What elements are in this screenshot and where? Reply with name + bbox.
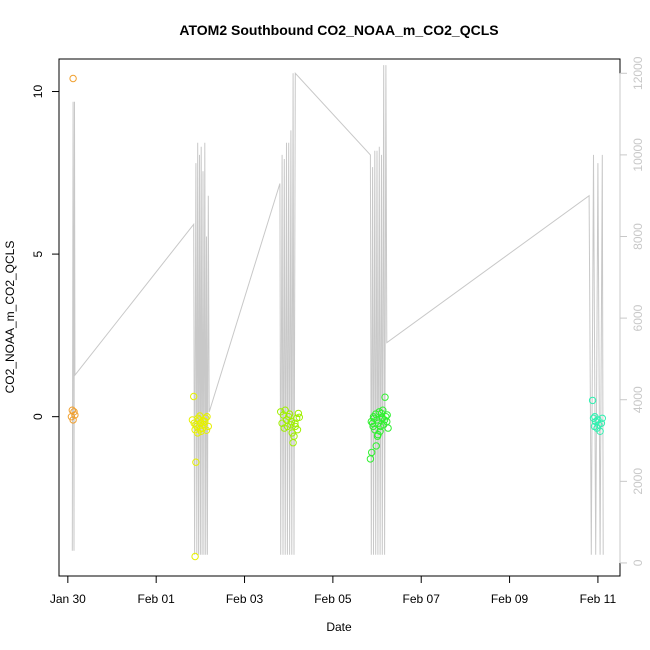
y-axis: 0 5 10 <box>31 85 60 420</box>
data-point <box>588 396 597 405</box>
x-tick-label: Jan 30 <box>50 592 86 606</box>
data-point <box>283 422 292 431</box>
data-point <box>374 419 383 427</box>
y2-tick-label: 0 <box>631 559 645 566</box>
data-point <box>373 432 382 440</box>
y2-tick-label: 2000 <box>631 468 645 495</box>
data-point <box>202 426 211 434</box>
data-point <box>294 409 303 418</box>
data-point <box>291 419 299 427</box>
chart-title: ATOM2 Southbound CO2_NOAA_m_CO2_QCLS <box>179 22 498 38</box>
data-point <box>293 426 302 434</box>
data-points-layer <box>67 74 606 561</box>
data-point <box>295 413 303 421</box>
data-point <box>382 413 390 421</box>
data-point <box>381 393 389 401</box>
data-point <box>378 413 386 421</box>
x-tick-label: Feb 11 <box>580 592 617 606</box>
data-point <box>71 411 79 419</box>
x-tick-label: Feb 05 <box>314 592 352 606</box>
data-point <box>287 421 295 429</box>
data-point <box>196 412 204 420</box>
data-point <box>290 432 298 440</box>
data-point <box>596 427 604 435</box>
data-point <box>285 410 294 418</box>
y2-tick-label: 4000 <box>631 386 645 413</box>
data-point <box>368 448 376 457</box>
data-point <box>190 392 198 401</box>
x-tick-label: Feb 03 <box>226 592 264 606</box>
data-point <box>370 414 378 422</box>
x-tick-label: Feb 09 <box>491 592 529 606</box>
data-point <box>203 413 211 421</box>
data-point <box>597 419 606 427</box>
data-point <box>192 458 200 466</box>
altitude-line-layer <box>71 65 604 555</box>
y-tick-label: 5 <box>31 250 45 257</box>
data-point <box>281 406 289 414</box>
data-point <box>69 74 77 83</box>
plot-area <box>58 58 621 577</box>
data-point <box>366 455 375 463</box>
x-axis-label: Date <box>326 620 352 634</box>
x-tick-label: Feb 01 <box>138 592 176 606</box>
y2-tick-label: 6000 <box>631 304 645 331</box>
data-point <box>190 419 198 427</box>
data-point <box>591 413 599 421</box>
x-tick-label: Feb 07 <box>403 592 441 606</box>
y-axis-label: CO2_NOAA_m_CO2_QCLS <box>3 241 17 394</box>
y2-tick-label: 8000 <box>631 223 645 250</box>
x-axis: Jan 30 Feb 01 Feb 03 Feb 05 Feb 07 Feb 09 Feb … <box>50 575 617 606</box>
y2-axis: 0 2000 4000 6000 8000 10000 12000 <box>619 56 645 566</box>
y2-tick-label: 12000 <box>631 56 645 90</box>
data-point <box>372 410 380 418</box>
data-point <box>69 416 77 424</box>
y-tick-label: 10 <box>31 85 45 99</box>
y2-tick-label: 10000 <box>631 138 645 172</box>
data-point <box>289 439 297 447</box>
data-point <box>372 442 380 450</box>
data-point <box>598 414 606 422</box>
y-tick-label: 0 <box>31 413 45 420</box>
data-point <box>191 552 199 561</box>
altitude-line <box>71 65 604 555</box>
data-point <box>204 422 213 431</box>
data-point <box>287 417 296 426</box>
data-point <box>369 422 377 431</box>
data-point <box>379 406 387 414</box>
data-point <box>384 424 392 432</box>
